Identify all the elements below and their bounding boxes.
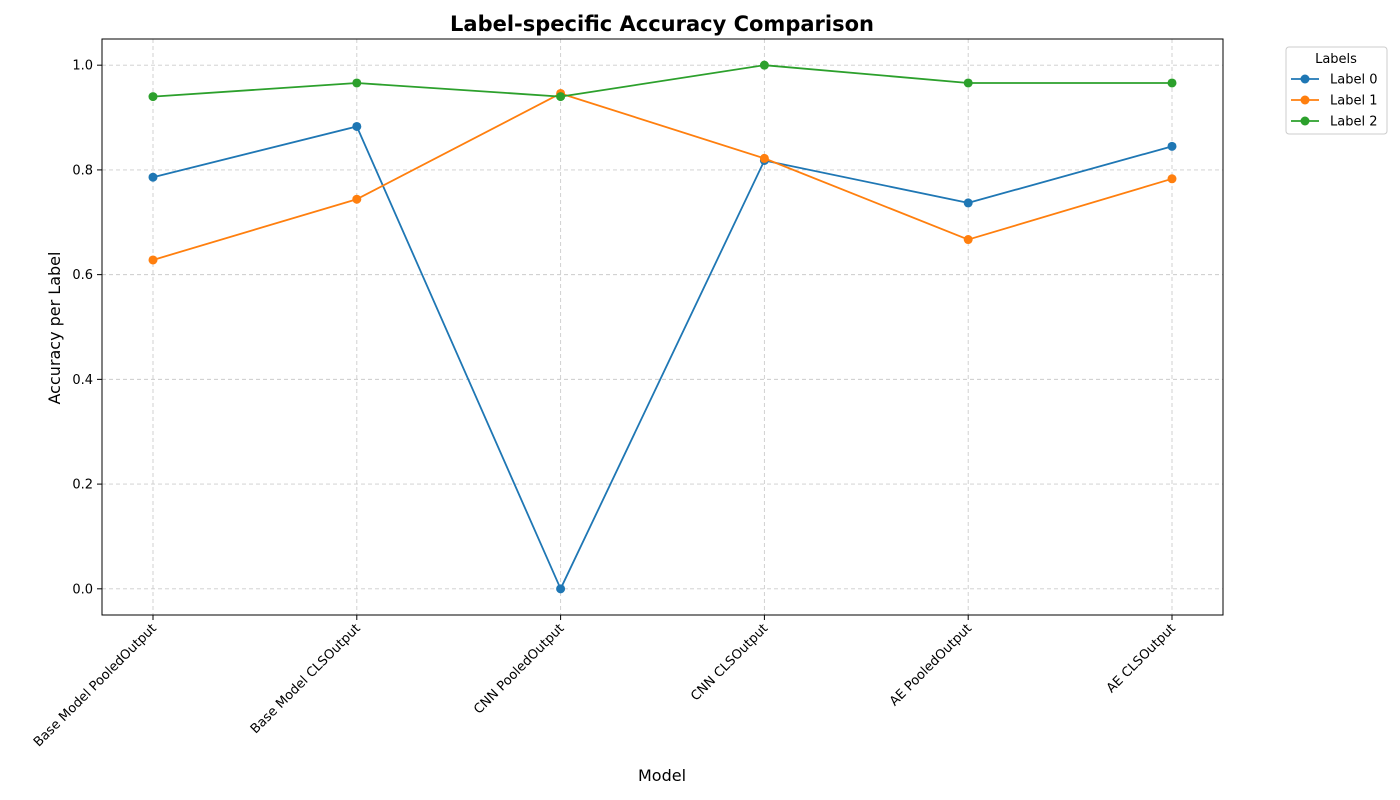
y-tick-label: 0.2: [72, 478, 93, 493]
legend-title: Labels: [1315, 52, 1357, 67]
chart-title: Label-specific Accuracy Comparison: [450, 12, 874, 36]
data-point: [352, 121, 362, 131]
data-point: [148, 172, 158, 182]
data-point: [352, 78, 362, 88]
data-point: [1167, 174, 1177, 184]
grid: [102, 39, 1223, 615]
data-point: [759, 153, 769, 163]
legend-box: [1285, 46, 1388, 135]
legend-item: Label 2: [1291, 115, 1377, 130]
series-label-2: [148, 60, 1177, 102]
legend-marker: [1300, 74, 1310, 84]
series-line: [152, 64, 1172, 98]
y-axis-label: Accuracy per Label: [45, 252, 64, 405]
data-point: [148, 92, 158, 102]
data-point: [759, 60, 769, 70]
series-label-0: [148, 121, 1177, 594]
series-group: [148, 60, 1177, 594]
y-tick-label: 0.8: [72, 163, 93, 178]
data-point: [1167, 78, 1177, 88]
plot-frame: [101, 38, 1224, 616]
series-line: [152, 125, 1173, 590]
data-point: [963, 198, 973, 208]
x-axis-label: Model: [638, 766, 686, 785]
legend-label: Label 1: [1330, 94, 1377, 109]
legend-items: Label 0 Label 1 Label 2: [1291, 73, 1377, 130]
y-tick-label: 0.6: [72, 268, 93, 283]
legend-marker: [1300, 116, 1310, 126]
data-point: [963, 78, 973, 88]
data-point: [1167, 141, 1177, 151]
legend-label: Label 2: [1330, 115, 1377, 130]
data-point: [148, 255, 158, 265]
y-tick-label: 1.0: [72, 59, 93, 74]
legend: Labels Label 0 Label 1 Label 2: [1285, 46, 1388, 135]
y-tick-label: 0.4: [72, 373, 93, 388]
y-axis-ticks: 0.0 0.2 0.4 0.6 0.8 1.0: [72, 59, 102, 597]
legend-item: Label 0: [1291, 73, 1377, 88]
series-line: [152, 92, 1173, 261]
data-point: [556, 92, 566, 102]
data-point: [963, 235, 973, 245]
legend-item: Label 1: [1291, 94, 1377, 109]
y-tick-label: 0.0: [72, 582, 93, 597]
legend-marker: [1300, 95, 1310, 105]
data-point: [352, 194, 362, 204]
legend-label: Label 0: [1330, 73, 1377, 88]
data-point: [556, 584, 566, 594]
